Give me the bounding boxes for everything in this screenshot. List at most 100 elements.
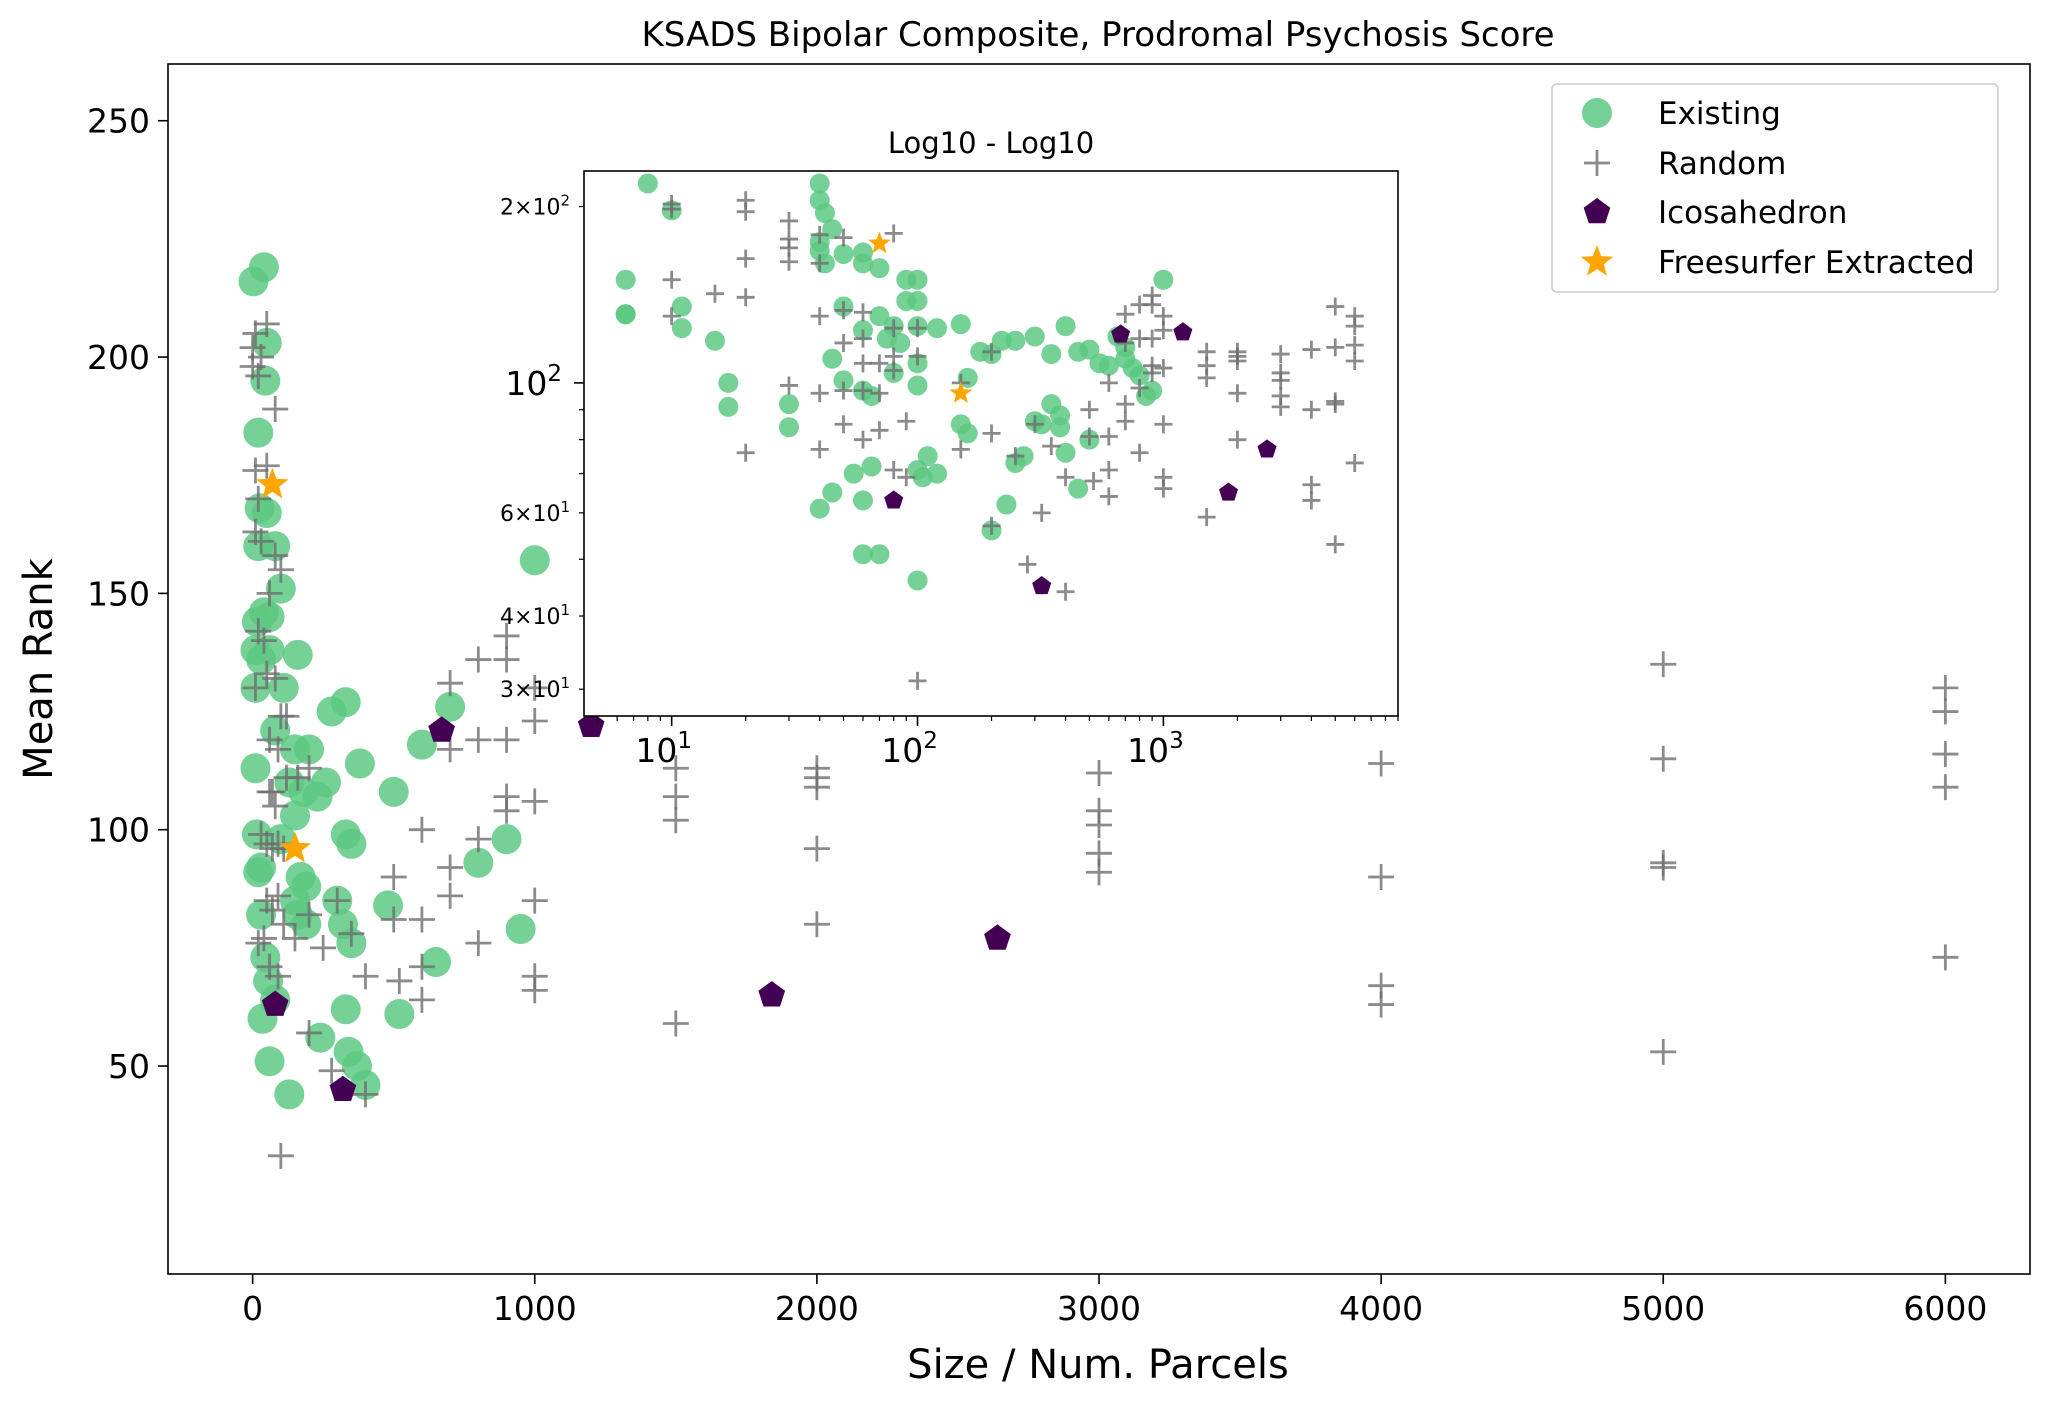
existing-point (852, 490, 873, 511)
existing-point (250, 365, 281, 396)
random-point (296, 1019, 323, 1046)
random-point (262, 665, 289, 692)
random-point (250, 627, 277, 654)
random-point (1042, 437, 1061, 456)
existing-point (917, 446, 938, 467)
random-point (1650, 745, 1677, 772)
existing-point (406, 729, 437, 760)
random-point (1271, 345, 1290, 364)
y-tick-label: 150 (87, 574, 150, 613)
random-point (1099, 461, 1118, 480)
random-point (1154, 479, 1173, 498)
random-point (705, 284, 724, 303)
random-point (242, 674, 269, 701)
random-point (1932, 944, 1959, 971)
inset-x-axis: 101 102 103 (597, 716, 1399, 770)
existing-point (907, 460, 928, 481)
existing-point (950, 314, 971, 335)
existing-point (279, 800, 310, 831)
random-point (1326, 297, 1345, 316)
random-point (1368, 863, 1395, 890)
existing-point (1041, 394, 1062, 415)
random-point (662, 270, 681, 289)
existing-point (671, 296, 692, 317)
existing-point (637, 173, 658, 194)
inset-y-axis: 3×101 4×101 6×101 102 2×102 (500, 192, 584, 703)
random-point (1130, 379, 1149, 398)
random-point (1143, 363, 1162, 382)
existing-point (704, 330, 725, 351)
existing-point (822, 482, 843, 503)
random-point (1932, 774, 1959, 801)
random-point (1056, 468, 1075, 487)
legend-label: Random (1658, 146, 1786, 182)
random-point (853, 430, 872, 449)
existing-point (243, 531, 274, 562)
existing-point (852, 544, 873, 565)
existing-point (1098, 355, 1119, 376)
random-point (1932, 698, 1959, 725)
random-point (662, 307, 681, 326)
existing-point (907, 375, 928, 396)
inset-x-tick-label: 101 (635, 728, 692, 770)
random-point (1345, 336, 1364, 355)
freesurfer-point (278, 831, 312, 863)
random-point (834, 381, 853, 400)
y-tick-label: 250 (87, 102, 150, 141)
inset-y-tick-label: 2×102 (500, 192, 570, 221)
random-point (1080, 400, 1099, 419)
random-point (662, 1010, 689, 1037)
existing-point (718, 372, 739, 393)
existing-point (435, 691, 466, 722)
random-point (982, 516, 1001, 535)
existing-point (305, 1022, 336, 1053)
x-tick-label: 3000 (1057, 1289, 1141, 1328)
random-point (265, 736, 292, 763)
random-point (324, 887, 351, 914)
random-point (1271, 397, 1290, 416)
random-point (493, 646, 520, 673)
existing-point (463, 847, 494, 878)
existing-point (843, 463, 864, 484)
legend-label: Freesurfer Extracted (1658, 245, 1975, 281)
existing-point (282, 639, 313, 670)
random-point (1154, 359, 1173, 378)
random-point (834, 301, 853, 320)
icosahedron-point (1583, 198, 1611, 224)
existing-point (330, 994, 361, 1025)
random-point (1345, 317, 1364, 336)
existing-point (491, 824, 522, 855)
random-point (1302, 400, 1321, 419)
random-point (437, 854, 464, 881)
legend-label: Icosahedron (1658, 195, 1847, 231)
x-tick-label: 1000 (493, 1289, 577, 1328)
random-point (897, 468, 916, 487)
random-point (1650, 651, 1677, 678)
random-point (1326, 338, 1345, 357)
random-point (262, 542, 289, 569)
random-point (1086, 859, 1112, 886)
random-point (465, 930, 492, 957)
x-tick-label: 4000 (1339, 1289, 1423, 1328)
random-point (1345, 453, 1364, 472)
existing-point (907, 570, 928, 591)
random-point (1086, 811, 1112, 838)
random-point (803, 911, 830, 938)
existing-point (254, 1046, 285, 1077)
random-point (465, 726, 492, 753)
random-point (1197, 508, 1216, 527)
existing-point (1142, 380, 1163, 401)
random-point (810, 254, 829, 273)
existing-point (294, 734, 325, 765)
random-point (1326, 395, 1345, 414)
random-point (521, 707, 548, 734)
random-point (1228, 351, 1247, 370)
existing-point (246, 899, 277, 930)
existing-point (778, 417, 799, 438)
existing-point (1055, 442, 1076, 463)
existing-point (344, 748, 375, 779)
random-point (1084, 472, 1103, 491)
inset-title: Log10 - Log10 (888, 126, 1094, 160)
random-point (908, 347, 927, 366)
